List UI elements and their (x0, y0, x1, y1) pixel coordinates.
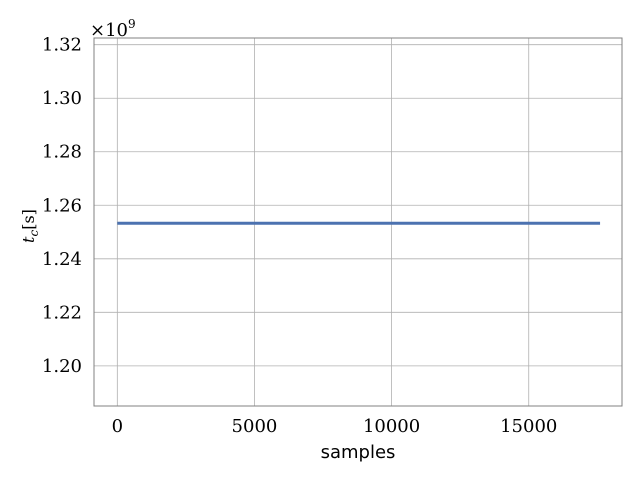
y-axis-label-main: t (19, 236, 38, 243)
svg-text:tc[s]: tc[s] (19, 209, 41, 243)
y-axis-label-subscript: c (27, 230, 41, 237)
y-axis-offset-multiplier: ×109 (90, 17, 136, 41)
x-axis-label: samples (321, 442, 396, 463)
y-axis-ticks: 1.20 1.22 1.24 1.26 1.28 1.30 1.32 (42, 35, 82, 377)
x-tick-label: 5000 (232, 416, 278, 437)
y-tick-label: 1.26 (42, 195, 82, 216)
y-tick-label: 1.30 (42, 88, 82, 109)
y-tick-label: 1.20 (42, 356, 82, 377)
x-tick-label: 0 (112, 416, 123, 437)
y-offset-base: ×10 (90, 20, 128, 41)
grid-lines (94, 38, 622, 406)
y-tick-label: 1.28 (42, 142, 82, 163)
y-tick-label: 1.32 (42, 35, 82, 56)
x-axis-ticks: 0 5000 10000 15000 (112, 416, 558, 437)
y-tick-label: 1.24 (42, 249, 82, 270)
y-axis-label: tc[s] (19, 209, 41, 243)
y-axis-label-unit: [s] (19, 209, 38, 230)
x-tick-label: 15000 (500, 416, 557, 437)
plot-area-frame (93, 37, 623, 407)
y-offset-exponent: 9 (128, 17, 136, 31)
y-tick-label: 1.22 (42, 302, 82, 323)
x-tick-label: 10000 (363, 416, 420, 437)
